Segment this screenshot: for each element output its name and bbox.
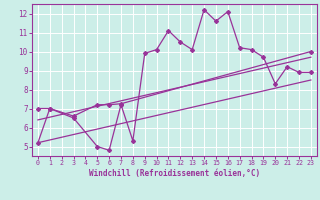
X-axis label: Windchill (Refroidissement éolien,°C): Windchill (Refroidissement éolien,°C) — [89, 169, 260, 178]
